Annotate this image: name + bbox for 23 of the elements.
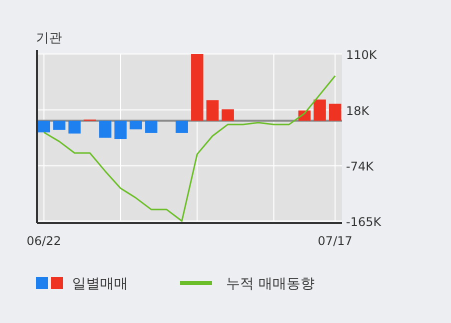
x-tick-label: 06/22 [26, 234, 62, 248]
bar [191, 54, 204, 121]
bar [206, 100, 219, 121]
y-tick-label: -74K [346, 160, 375, 174]
bar [99, 120, 112, 138]
bar [314, 100, 326, 121]
bar [114, 120, 127, 140]
x-tick-label: 07/17 [318, 234, 352, 248]
y-tick-label: -165K [346, 215, 382, 229]
chart-title: 기관 [36, 31, 62, 46]
bar [222, 109, 234, 121]
bar [328, 104, 342, 121]
legend-label: 일별매매 [72, 276, 128, 292]
y-tick-label: 18K [346, 104, 370, 118]
y-tick-label: 110K [346, 48, 378, 62]
bar [68, 120, 81, 134]
legend-label: 누적 매매동향 [226, 276, 314, 292]
bar [53, 120, 66, 130]
line-series [43, 75, 336, 222]
bar [145, 120, 158, 133]
bar [130, 120, 142, 130]
bar [176, 120, 188, 133]
bar [38, 120, 50, 132]
